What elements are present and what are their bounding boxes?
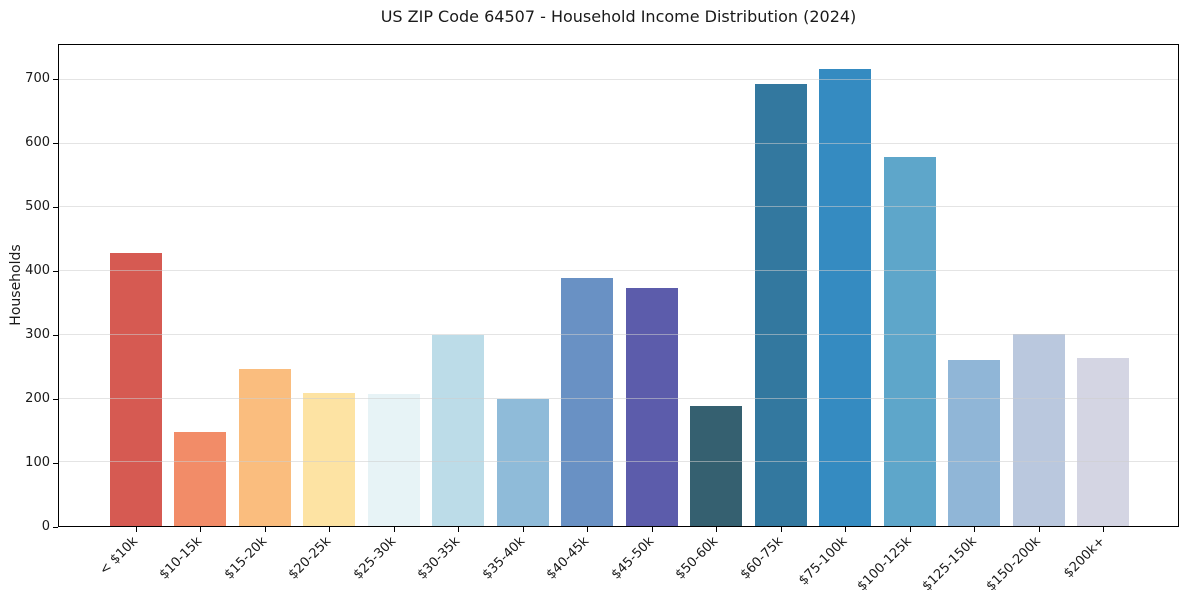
x-tick-label: $60-75k — [737, 534, 787, 583]
y-tick-mark — [53, 399, 58, 401]
y-tick-label: 200 — [25, 391, 50, 407]
x-tick-label: $25-30k — [350, 534, 400, 583]
x-tick-label: $35-40k — [479, 534, 529, 583]
bar — [883, 156, 936, 526]
bar — [754, 83, 807, 526]
gridline — [59, 397, 1178, 399]
gridline — [59, 142, 1178, 144]
bar — [109, 253, 162, 526]
bar — [948, 359, 1000, 526]
gridline — [59, 270, 1178, 272]
bar — [1077, 357, 1129, 526]
bar — [561, 277, 613, 526]
bar — [690, 406, 742, 526]
y-tick-mark — [53, 527, 58, 528]
bar — [174, 432, 226, 526]
bar — [367, 394, 420, 526]
x-tick-label: $75-100k — [796, 534, 851, 589]
x-tick-mark — [1038, 527, 1040, 532]
x-tick-label: < $10k — [97, 534, 142, 579]
x-tick-mark — [1103, 527, 1104, 532]
bar — [432, 334, 484, 526]
y-tick-mark — [53, 143, 58, 145]
x-tick-label: $40-45k — [544, 534, 593, 583]
x-tick-label: $10-15k — [157, 534, 206, 583]
y-tick-label: 400 — [25, 263, 50, 279]
x-tick-label: $15-20k — [221, 534, 271, 583]
x-tick-label: $30-35k — [415, 534, 464, 583]
y-tick-label: 500 — [25, 199, 50, 215]
y-tick-mark — [53, 79, 58, 81]
y-tick-label: 700 — [25, 71, 50, 87]
y-tick-mark — [53, 207, 58, 209]
gridline — [59, 79, 1178, 81]
x-tick-label: $45-50k — [608, 534, 658, 583]
y-tick-mark — [53, 271, 58, 273]
x-tick-label: $125-150k — [919, 534, 980, 590]
x-tick-mark — [780, 527, 782, 532]
y-tick-label: 300 — [25, 327, 50, 343]
y-tick-mark — [53, 335, 58, 337]
x-tick-mark — [909, 527, 911, 532]
x-tick-mark — [716, 527, 717, 532]
x-tick-mark — [135, 527, 137, 532]
bar — [303, 392, 355, 526]
x-tick-label: $20-25k — [286, 534, 335, 583]
x-tick-mark — [587, 527, 588, 532]
plot-area — [58, 44, 1179, 527]
x-tick-mark — [393, 527, 395, 532]
y-tick-label: 0 — [41, 519, 50, 534]
bar — [625, 288, 678, 526]
gridline — [59, 206, 1178, 208]
x-tick-label: $200k+ — [1061, 534, 1109, 582]
x-tick-label: $100-125k — [854, 534, 916, 590]
x-tick-mark — [974, 527, 975, 532]
x-tick-mark — [845, 527, 846, 532]
y-axis-label: Households — [8, 244, 24, 326]
y-tick-label: 100 — [25, 455, 50, 471]
gridline — [59, 333, 1178, 335]
y-tick-label: 600 — [25, 135, 50, 151]
y-tick-mark — [53, 463, 58, 465]
x-tick-mark — [651, 527, 653, 532]
bar — [496, 399, 549, 526]
x-tick-mark — [200, 527, 201, 532]
chart-title: US ZIP Code 64507 - Household Income Dis… — [380, 7, 857, 26]
x-tick-label: $150-200k — [983, 534, 1045, 590]
x-tick-label: $50-60k — [673, 534, 722, 583]
bar — [819, 69, 871, 526]
bar — [1012, 333, 1065, 526]
x-tick-mark — [458, 527, 459, 532]
x-tick-mark — [264, 527, 266, 532]
bar — [238, 368, 291, 526]
x-tick-mark — [522, 527, 524, 532]
gridline — [59, 461, 1178, 463]
x-tick-mark — [329, 527, 330, 532]
